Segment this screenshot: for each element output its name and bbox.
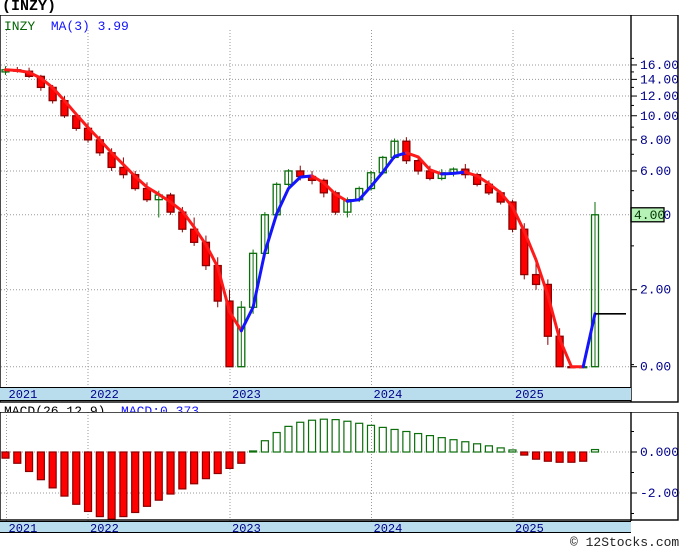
svg-text:0.000: 0.000 (640, 445, 679, 460)
svg-text:0.00: 0.00 (640, 360, 671, 375)
svg-text:6.00: 6.00 (640, 164, 671, 179)
svg-text:4.00: 4.00 (634, 208, 665, 223)
svg-text:8.00: 8.00 (640, 133, 671, 148)
svg-text:14.00: 14.00 (640, 72, 679, 87)
svg-text:-2.000: -2.000 (640, 486, 680, 501)
svg-text:2.00: 2.00 (640, 283, 671, 298)
svg-text:12.00: 12.00 (640, 89, 679, 104)
svg-text:16.00: 16.00 (640, 58, 679, 73)
svg-text:10.00: 10.00 (640, 109, 679, 124)
